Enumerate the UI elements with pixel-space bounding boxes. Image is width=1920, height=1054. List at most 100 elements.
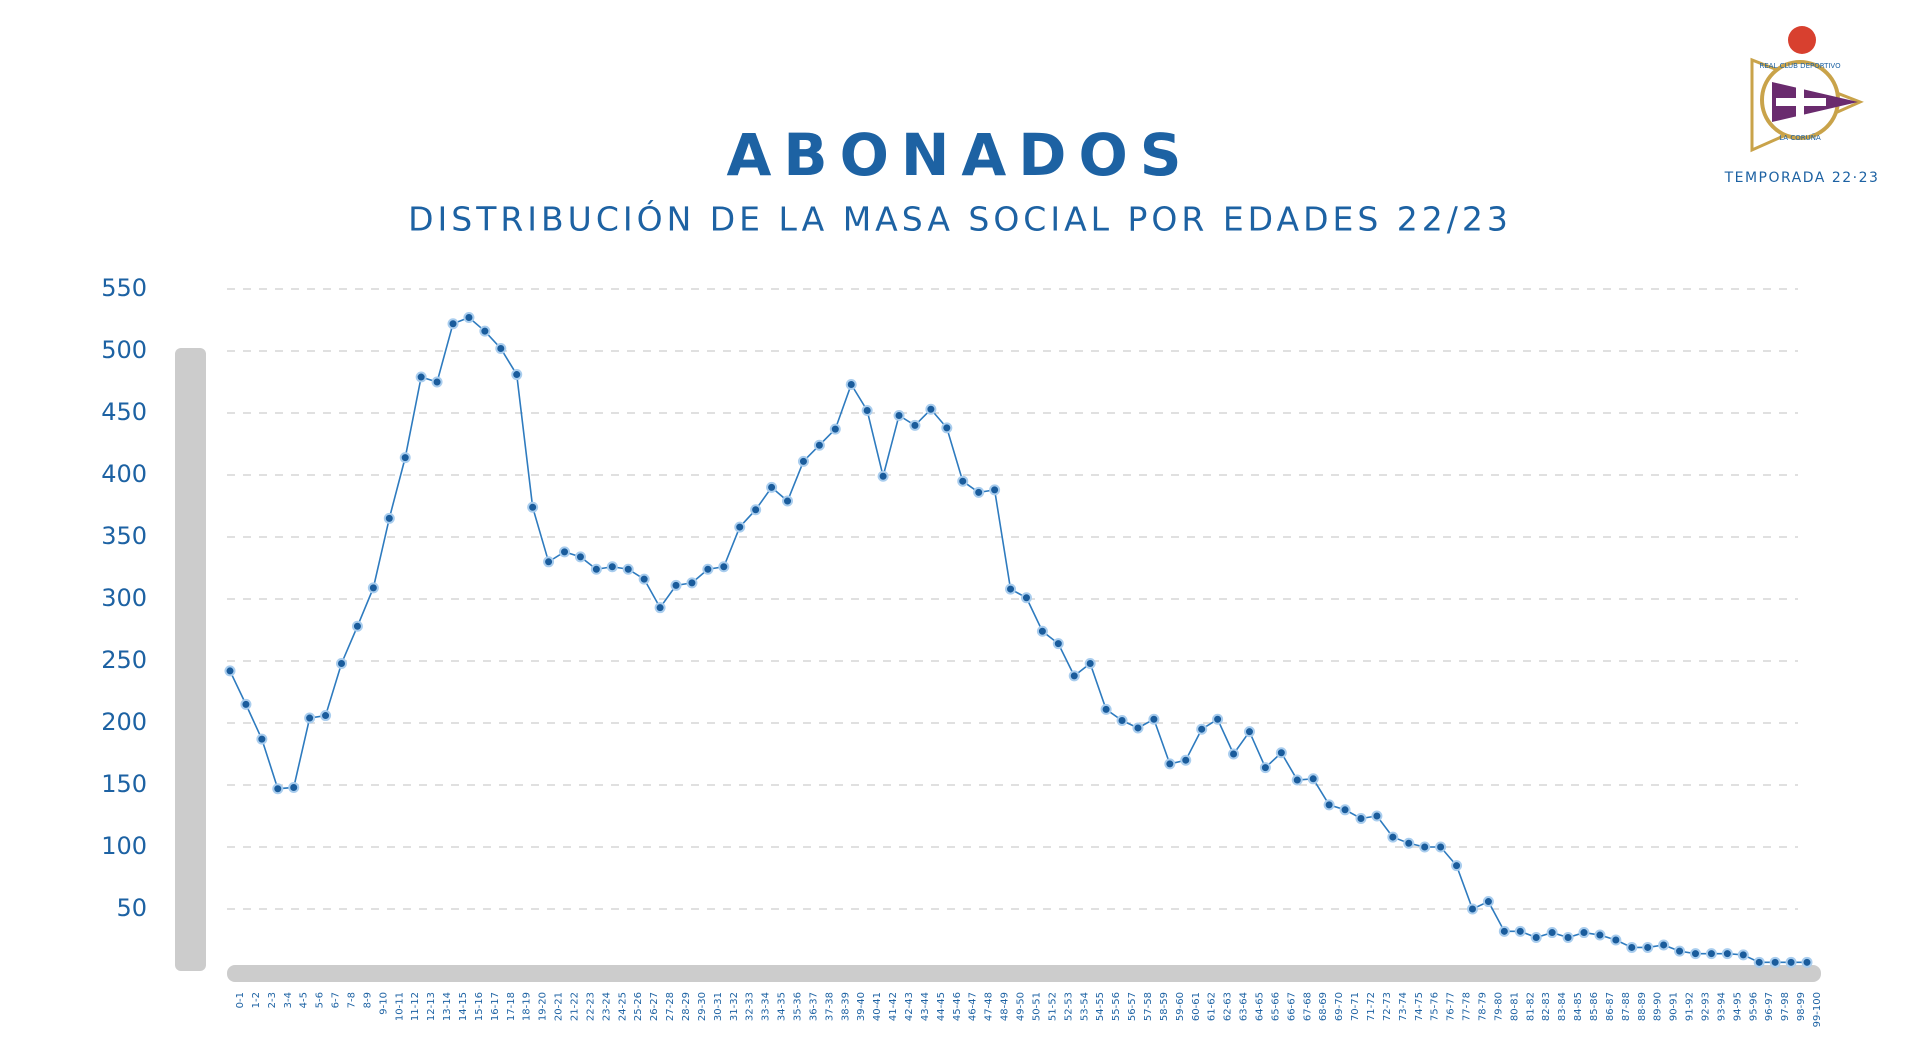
x-tick-label: 43-44 [920, 992, 931, 1021]
x-tick-label: 56-57 [1127, 992, 1138, 1021]
point [1626, 941, 1638, 953]
point [782, 495, 794, 507]
x-tick-label: 28-29 [681, 992, 692, 1021]
chart-title: ABONADOS [726, 121, 1193, 189]
x-tick-label: 73-74 [1398, 992, 1409, 1021]
x-tick-label: 98-99 [1796, 992, 1807, 1021]
x-tick-label: 67-68 [1302, 992, 1313, 1021]
x-tick-label: 66-67 [1286, 992, 1297, 1021]
point [590, 563, 602, 575]
point [1801, 956, 1813, 968]
x-tick-label: 80-81 [1509, 992, 1520, 1021]
season: TEMPORADA 22·23 [1724, 170, 1880, 186]
x-tick-label: 22-23 [585, 992, 596, 1021]
x-tick-label: 60-61 [1191, 992, 1202, 1021]
x-tick-label: 97-98 [1780, 992, 1791, 1021]
point [1243, 726, 1255, 738]
x-tick-label: 9-10 [378, 992, 389, 1015]
x-tick-label: 53-54 [1079, 992, 1090, 1021]
point [1005, 583, 1017, 595]
x-tick-label: 3-4 [283, 992, 294, 1008]
x-tick-label: 69-70 [1334, 992, 1345, 1021]
x-tick-label: 5-6 [315, 992, 326, 1008]
point [941, 422, 953, 434]
point [367, 582, 379, 594]
point [909, 419, 921, 431]
point [1275, 747, 1287, 759]
x-tick-label: 84-85 [1573, 992, 1584, 1021]
x-tick-label: 11-12 [410, 992, 421, 1021]
x-tick-label: 72-73 [1382, 992, 1393, 1021]
point [1419, 841, 1431, 853]
point [574, 551, 586, 563]
point [288, 781, 300, 793]
x-tick-label: 52-53 [1063, 992, 1074, 1021]
point [399, 452, 411, 464]
point [1148, 713, 1160, 725]
y-tick-label: 50 [116, 894, 147, 922]
x-tick-label: 17-18 [506, 992, 517, 1021]
x-tick-label: 1-2 [251, 992, 262, 1008]
x-tick-label: 25-26 [633, 992, 644, 1021]
y-tick-label: 550 [101, 274, 147, 302]
y-tick-label: 250 [101, 646, 147, 674]
point [1307, 773, 1319, 785]
point [1514, 925, 1526, 937]
x-tick-label: 58-59 [1159, 992, 1170, 1021]
point [527, 501, 539, 513]
x-tick-label: 33-34 [761, 992, 772, 1021]
x-tick-label: 47-48 [984, 992, 995, 1021]
x-tick-label: 35-36 [793, 992, 804, 1021]
point [622, 563, 634, 575]
point [320, 710, 332, 722]
x-tick-label: 54-55 [1095, 992, 1106, 1021]
point [702, 563, 714, 575]
x-tick-label: 64-65 [1254, 992, 1265, 1021]
point [304, 712, 316, 724]
point [1546, 927, 1558, 939]
point [1482, 896, 1494, 908]
x-tick-label: 59-60 [1175, 992, 1186, 1021]
x-tick-label: 99-100 [1812, 992, 1823, 1027]
point [543, 556, 555, 568]
point [1212, 713, 1224, 725]
point [1180, 754, 1192, 766]
x-tick-label: 61-62 [1207, 992, 1218, 1021]
y-tick-label: 300 [101, 584, 147, 612]
x-tick-label: 8-9 [362, 992, 373, 1008]
point [1610, 934, 1622, 946]
x-tick-label: 44-45 [936, 992, 947, 1021]
point [447, 318, 459, 330]
x-tick-label: 41-42 [888, 992, 899, 1021]
logo: REAL CLUB DEPORTIVO LA CORUÑA TEMPORADA … [1724, 26, 1880, 186]
point [1228, 748, 1240, 760]
point [1674, 945, 1686, 957]
point [1355, 812, 1367, 824]
y-tick-label: 150 [101, 770, 147, 798]
x-tick-label: 6-7 [331, 992, 342, 1008]
x-tick-label: 48-49 [1000, 992, 1011, 1021]
y-tick-label: 500 [101, 336, 147, 364]
x-tick-label: 75-76 [1430, 992, 1441, 1021]
x-tick-label: 90-91 [1669, 992, 1680, 1021]
x-tick-label: 29-30 [697, 992, 708, 1021]
point [686, 577, 698, 589]
point [957, 475, 969, 487]
point [1036, 625, 1048, 637]
point [1658, 939, 1670, 951]
point [797, 455, 809, 467]
point [1451, 860, 1463, 872]
x-tick-label: 85-86 [1589, 992, 1600, 1021]
point [1769, 956, 1781, 968]
point [989, 484, 1001, 496]
point [750, 504, 762, 516]
cross-h [1776, 98, 1826, 106]
logo-text: LA CORUÑA [1779, 133, 1821, 142]
x-tick-label: 2-3 [267, 992, 278, 1008]
point [861, 405, 873, 417]
y-tick-label: 450 [101, 398, 147, 426]
y-tick-label: 200 [101, 708, 147, 736]
x-tick-label: 81-82 [1525, 992, 1536, 1021]
logo-text: REAL CLUB DEPORTIVO [1759, 62, 1841, 70]
